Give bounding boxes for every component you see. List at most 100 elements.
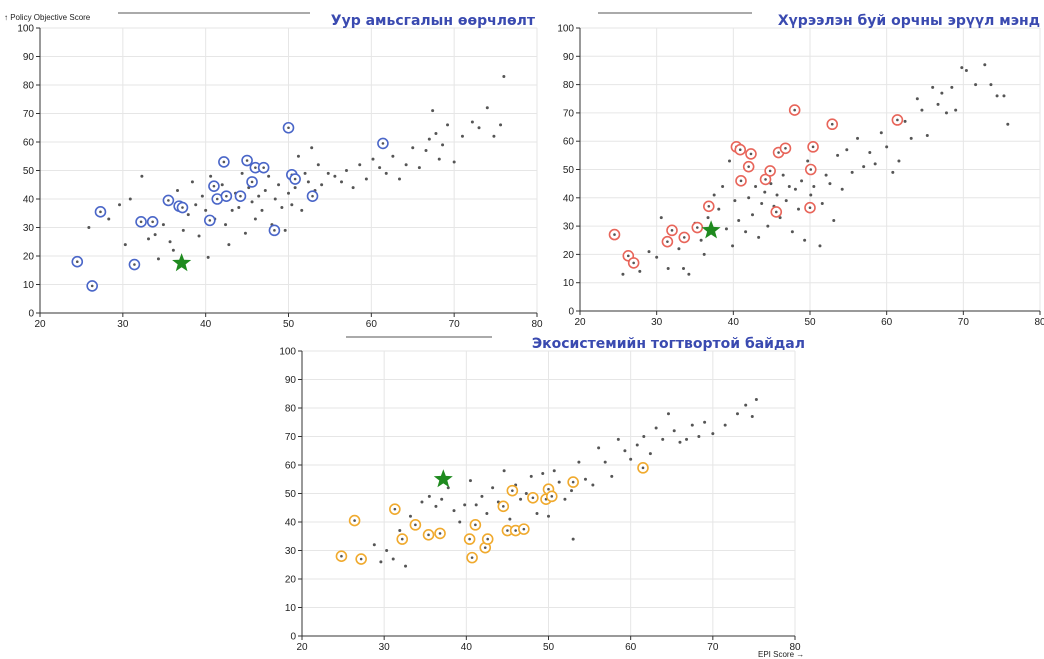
data-point [293, 186, 297, 190]
data-point [891, 170, 895, 174]
x-tick-label: 50 [283, 319, 295, 330]
y-tick-label: 20 [285, 575, 297, 586]
highlighted-point-center [468, 537, 471, 541]
data-point [806, 159, 810, 163]
highlighted-point-center [438, 532, 442, 535]
data-point [463, 503, 467, 507]
y-tick-label: 90 [285, 375, 297, 386]
x-tick-label: 40 [728, 317, 740, 328]
highlighted-point-center [774, 210, 778, 214]
data-point [672, 429, 676, 433]
data-point [168, 240, 172, 244]
data-point [577, 460, 581, 464]
data-point [737, 218, 741, 222]
target-star [433, 469, 453, 488]
data-point [452, 160, 456, 164]
data-point [468, 479, 472, 483]
data-point [723, 423, 727, 427]
highlighted-point-center [696, 226, 699, 229]
data-point [661, 437, 665, 441]
data-point [441, 143, 445, 147]
data-point [724, 227, 728, 231]
data-point [529, 474, 533, 478]
highlighted-point-center [531, 496, 535, 500]
data-point [535, 511, 539, 515]
data-point [809, 193, 813, 197]
x-tick-label: 80 [789, 642, 801, 653]
data-point [107, 217, 111, 221]
chart-title: Экосистемийн тогтвортой байдал [532, 336, 805, 352]
x-tick-label: 70 [707, 642, 719, 653]
highlighted-point-center [483, 546, 487, 549]
data-point [832, 218, 836, 222]
data-point [427, 494, 431, 498]
y-tick-label: 10 [23, 280, 35, 291]
data-point [358, 163, 362, 167]
highlighted-point-center [212, 184, 216, 188]
data-point [717, 207, 721, 211]
data-point [760, 201, 764, 205]
target-star [172, 253, 192, 272]
data-point [499, 123, 503, 127]
data-point [818, 244, 822, 248]
data-point [623, 449, 627, 453]
y-tick-label: 60 [285, 461, 297, 472]
data-point [850, 170, 854, 174]
data-point [879, 131, 883, 135]
y-tick-label: 10 [563, 278, 575, 289]
highlighted-point-center [99, 210, 102, 214]
data-point [936, 102, 940, 106]
data-point [629, 457, 633, 461]
highlighted-point-center [181, 206, 184, 209]
data-point [237, 206, 241, 210]
data-point [209, 174, 213, 178]
data-point [678, 440, 682, 444]
highlighted-point-center [353, 519, 356, 522]
data-point [344, 169, 348, 172]
data-point [666, 267, 670, 271]
data-point [989, 83, 993, 87]
data-point [995, 94, 999, 98]
x-tick-label: 80 [1034, 317, 1044, 328]
y-tick-label: 50 [563, 165, 575, 176]
data-point [140, 174, 144, 178]
data-point [326, 171, 330, 175]
data-point [290, 203, 294, 207]
data-point [610, 474, 614, 478]
data-point [171, 248, 175, 252]
data-point [300, 208, 304, 212]
y-tick-label: 70 [563, 108, 575, 119]
highlighted-point-center [749, 152, 753, 156]
data-point [424, 149, 428, 153]
highlighted-point-center [254, 166, 257, 169]
data-point [181, 228, 185, 232]
highlighted-point-center [613, 233, 616, 236]
data-point [840, 187, 844, 191]
data-point [1006, 122, 1010, 126]
data-point [372, 543, 376, 547]
data-point [812, 184, 816, 188]
data-point [828, 182, 832, 186]
data-point [571, 537, 575, 541]
y-tick-label: 90 [23, 52, 35, 63]
data-point [703, 420, 707, 424]
data-point [492, 134, 496, 138]
highlighted-point-center [641, 466, 645, 470]
data-point [754, 184, 758, 188]
x-tick-label: 30 [651, 317, 663, 328]
data-point [391, 557, 395, 561]
highlighted-point-center [514, 529, 517, 532]
data-point [417, 166, 421, 170]
y-tick-label: 0 [290, 632, 296, 643]
highlighted-point-center [340, 554, 343, 558]
data-point [224, 223, 228, 227]
data-point [446, 123, 450, 127]
target-star [701, 220, 721, 239]
data-point [260, 208, 264, 212]
highlighted-point-center [225, 194, 228, 198]
data-point [751, 213, 754, 217]
y-tick-label: 90 [563, 52, 575, 63]
y-tick-label: 70 [285, 432, 297, 443]
data-point [240, 171, 244, 175]
